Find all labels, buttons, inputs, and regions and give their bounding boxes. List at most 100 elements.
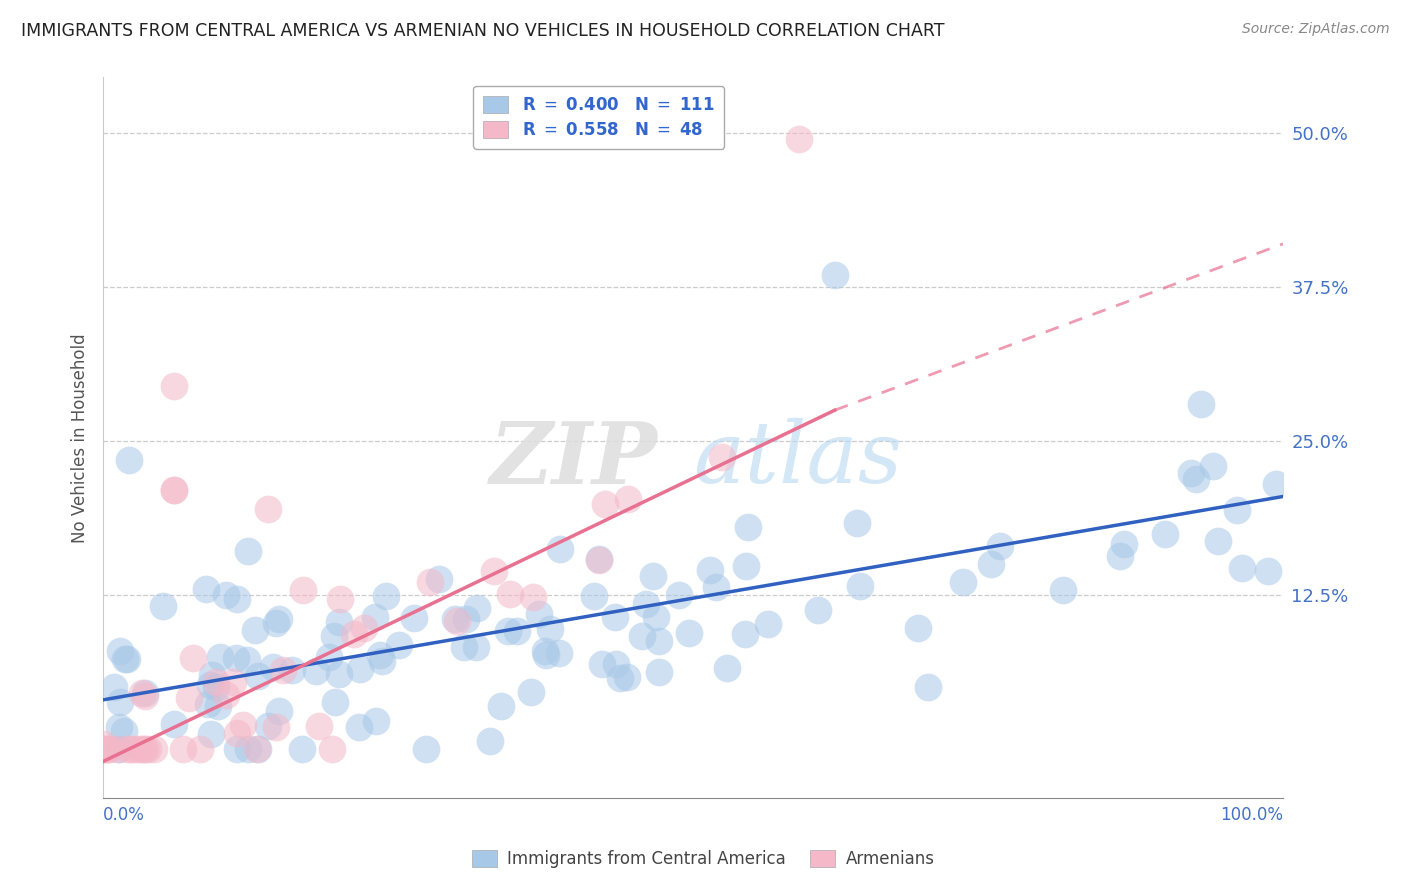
Point <box>499 586 522 600</box>
Point <box>198 678 221 692</box>
Text: ZIP: ZIP <box>489 417 658 501</box>
Point <box>120 742 142 756</box>
Point <box>136 742 159 756</box>
Point <box>952 575 974 590</box>
Point <box>415 742 437 756</box>
Point <box>94 742 117 756</box>
Point <box>208 649 231 664</box>
Point <box>609 671 631 685</box>
Point <box>128 742 150 756</box>
Text: 0.0%: 0.0% <box>103 805 145 824</box>
Point <box>143 742 166 756</box>
Point <box>453 640 475 654</box>
Point <box>98 742 121 756</box>
Point <box>134 742 156 756</box>
Point <box>980 558 1002 572</box>
Point <box>172 742 194 756</box>
Point <box>163 717 186 731</box>
Point <box>419 574 441 589</box>
Point <box>588 553 610 567</box>
Point <box>668 588 690 602</box>
Point <box>427 573 450 587</box>
Point <box>522 591 544 605</box>
Point <box>699 563 721 577</box>
Point <box>163 483 186 498</box>
Point <box>710 450 733 464</box>
Point <box>107 720 129 734</box>
Point <box>643 568 665 582</box>
Point <box>256 719 278 733</box>
Point <box>527 607 550 621</box>
Point <box>631 629 654 643</box>
Point <box>343 627 366 641</box>
Point <box>907 621 929 635</box>
Point <box>347 720 370 734</box>
Point <box>1154 527 1177 541</box>
Point <box>534 648 557 663</box>
Point <box>734 626 756 640</box>
Point <box>238 544 260 558</box>
Point <box>464 640 486 654</box>
Point <box>321 742 343 756</box>
Point <box>243 624 266 638</box>
Point <box>548 541 571 556</box>
Point <box>177 690 200 705</box>
Point <box>917 680 939 694</box>
Point <box>266 720 288 734</box>
Point <box>605 657 627 671</box>
Point <box>134 689 156 703</box>
Point <box>236 653 259 667</box>
Point <box>152 599 174 613</box>
Point <box>205 675 228 690</box>
Point <box>737 520 759 534</box>
Point <box>124 742 146 756</box>
Point <box>588 552 610 566</box>
Point <box>364 714 387 729</box>
Point <box>467 600 489 615</box>
Point <box>444 612 467 626</box>
Text: IMMIGRANTS FROM CENTRAL AMERICA VS ARMENIAN NO VEHICLES IN HOUSEHOLD CORRELATION: IMMIGRANTS FROM CENTRAL AMERICA VS ARMEN… <box>21 22 945 40</box>
Point <box>491 699 513 714</box>
Point <box>506 624 529 639</box>
Point <box>322 629 344 643</box>
Point <box>117 742 139 756</box>
Point <box>1206 534 1229 549</box>
Point <box>225 651 247 665</box>
Point <box>132 742 155 756</box>
Point <box>118 452 141 467</box>
Point <box>547 647 569 661</box>
Point <box>1226 502 1249 516</box>
Point <box>617 491 640 506</box>
Point <box>97 742 120 756</box>
Point <box>163 483 186 498</box>
Point <box>273 664 295 678</box>
Text: Source: ZipAtlas.com: Source: ZipAtlas.com <box>1241 22 1389 37</box>
Point <box>648 665 671 679</box>
Point <box>197 698 219 712</box>
Point <box>756 617 779 632</box>
Point <box>247 742 270 756</box>
Point <box>247 668 270 682</box>
Point <box>1112 536 1135 550</box>
Point <box>318 650 340 665</box>
Point <box>188 742 211 756</box>
Point <box>181 651 204 665</box>
Point <box>734 559 756 574</box>
Point <box>402 611 425 625</box>
Y-axis label: No Vehicles in Household: No Vehicles in Household <box>72 333 89 542</box>
Point <box>538 622 561 636</box>
Legend: Immigrants from Central America, Armenians: Immigrants from Central America, Armenia… <box>465 843 941 875</box>
Point <box>678 626 700 640</box>
Point <box>117 652 139 666</box>
Point <box>308 719 330 733</box>
Point <box>267 704 290 718</box>
Point <box>226 726 249 740</box>
Legend: $\mathbf{R}$ $=$ $\mathbf{0.400}$   $\mathbf{N}$ $=$ $\mathbf{111}$, $\mathbf{R}: $\mathbf{R}$ $=$ $\mathbf{0.400}$ $\math… <box>474 86 724 149</box>
Point <box>1185 472 1208 486</box>
Point <box>204 680 226 694</box>
Point <box>1180 466 1202 480</box>
Point <box>207 699 229 714</box>
Point <box>291 583 314 598</box>
Point <box>349 662 371 676</box>
Point <box>534 644 557 658</box>
